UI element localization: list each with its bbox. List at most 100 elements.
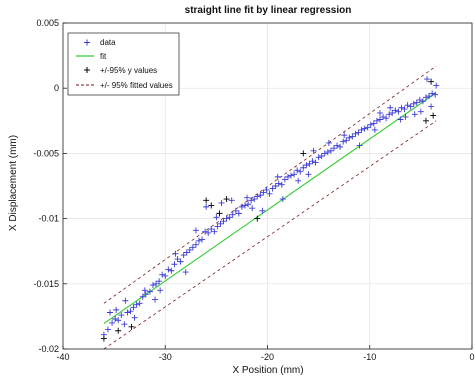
chart-title: straight line fit by linear regression — [185, 5, 352, 16]
data-point — [182, 269, 189, 276]
band-lower-line — [103, 120, 437, 350]
data-point — [361, 125, 368, 132]
legend: data fit +/-95% y values +/- 95% fitted … — [67, 32, 180, 96]
data-point — [330, 145, 337, 152]
outlier-point — [100, 335, 107, 342]
data-point — [417, 108, 424, 115]
data-point — [346, 134, 353, 141]
data-point — [153, 280, 160, 287]
data-point — [172, 250, 179, 257]
data-point — [157, 287, 164, 294]
data-point — [318, 153, 325, 160]
data-point — [162, 272, 169, 279]
outlier-point — [223, 196, 230, 203]
data-point — [146, 288, 153, 295]
data-point — [303, 162, 310, 169]
data-point — [355, 129, 362, 136]
data-point — [211, 228, 218, 235]
fit-line-group — [103, 92, 437, 325]
data-point — [192, 241, 199, 248]
data-point — [327, 147, 334, 154]
data-point — [402, 113, 409, 120]
data-point — [248, 197, 255, 204]
legend-y95-marker — [84, 67, 90, 73]
data-point — [228, 197, 235, 204]
data-point — [397, 116, 404, 123]
data-point — [131, 314, 138, 321]
data-point — [192, 227, 199, 234]
outlier-point — [422, 117, 429, 124]
legend-data-marker — [84, 39, 90, 46]
data-point — [297, 168, 304, 175]
data-point — [419, 98, 426, 105]
data-point — [294, 167, 301, 174]
data-point — [272, 183, 279, 189]
data-point — [260, 189, 267, 196]
data-point — [392, 107, 399, 114]
legend-entry-fit: fit — [76, 52, 107, 61]
y-tick-label-2: -0.01 — [38, 214, 59, 224]
data-point — [113, 306, 120, 313]
data-point — [121, 321, 128, 328]
data-point — [416, 96, 423, 103]
data-point — [238, 203, 245, 210]
data-point — [325, 139, 332, 146]
data-point — [407, 103, 414, 110]
band-upper-line — [103, 65, 437, 304]
data-point — [371, 126, 378, 133]
data-point — [401, 106, 408, 113]
data-point — [165, 266, 172, 273]
data-point — [284, 173, 291, 180]
y-tick-label-3: -0.005 — [33, 148, 59, 158]
legend-label-fitted95: +/- 95% fitted values — [100, 81, 173, 90]
data-point — [213, 214, 220, 221]
data-point — [395, 108, 402, 115]
outlier-point — [254, 215, 261, 222]
data-point — [281, 176, 288, 183]
data-point — [429, 90, 436, 97]
data-point — [229, 211, 236, 218]
data-point — [109, 319, 116, 326]
legend-entry-fitted95: +/- 95% fitted values — [76, 81, 173, 90]
data-point — [295, 177, 302, 184]
data-point — [251, 196, 258, 203]
data-point — [189, 244, 196, 251]
data-point — [168, 267, 175, 274]
data-point — [305, 171, 312, 178]
data-point — [432, 91, 439, 98]
data-point — [139, 293, 146, 300]
data-point — [312, 159, 319, 166]
data-point — [376, 116, 383, 123]
x-tick-label-4: 0 — [469, 352, 474, 362]
data-point — [223, 215, 230, 222]
data-point — [309, 158, 316, 165]
y-tick-label-0: -0.02 — [38, 344, 59, 354]
confidence-bands — [103, 65, 437, 350]
legend-entry-y95: +/-95% y values — [84, 66, 157, 75]
data-point — [428, 103, 435, 110]
outlier-point — [216, 210, 223, 217]
data-point — [186, 246, 193, 253]
data-point — [358, 126, 365, 133]
data-point — [122, 297, 129, 304]
data-point — [257, 192, 264, 199]
data-point — [174, 256, 181, 263]
legend-label-fit: fit — [100, 52, 107, 61]
data-point — [291, 171, 298, 178]
data-point — [220, 218, 227, 225]
data-point — [259, 207, 266, 214]
data-point — [133, 301, 140, 308]
legend-label-data: data — [100, 38, 116, 47]
y-tick-label-5: 0.005 — [36, 18, 59, 28]
data-point — [203, 203, 210, 210]
y-axis-label: X Displacement (mm) — [8, 135, 19, 231]
data-point — [274, 173, 281, 180]
data-point — [349, 133, 356, 140]
outlier-point — [430, 112, 437, 119]
data-point — [275, 180, 282, 187]
data-point — [107, 309, 114, 316]
data-point — [266, 190, 273, 197]
data-point — [364, 124, 371, 131]
